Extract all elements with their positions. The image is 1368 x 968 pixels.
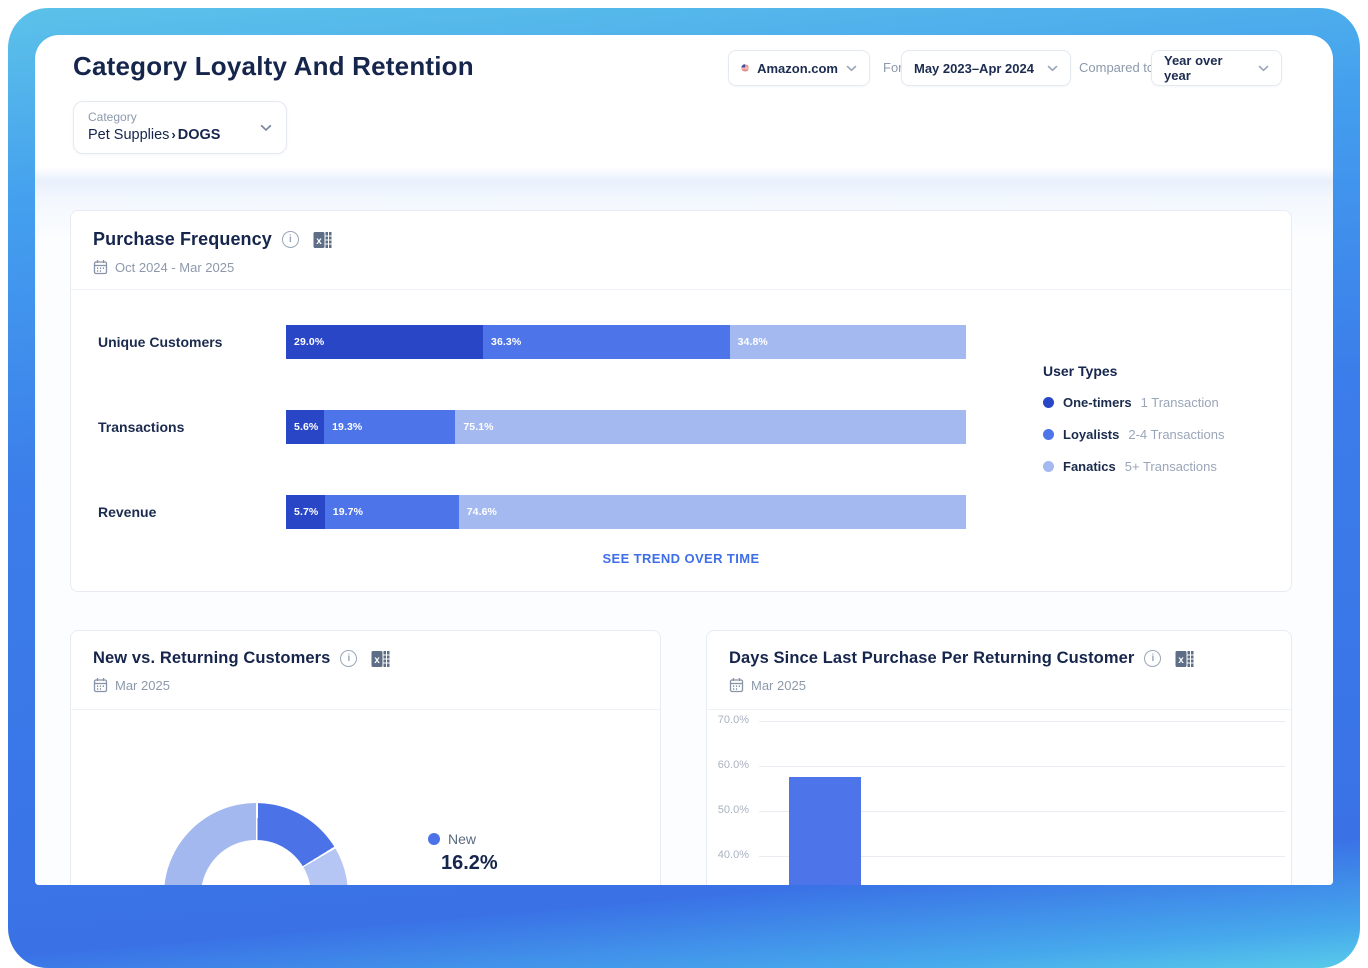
chevron-right-separator: › <box>171 127 176 142</box>
card-date-range: Oct 2024 - Mar 2025 <box>115 259 235 275</box>
excel-export-icon[interactable]: x <box>1175 650 1194 668</box>
gridline <box>759 811 1285 812</box>
card-header: New vs. Returning Customers i x <box>71 631 660 709</box>
card-header: Purchase Frequency i x <box>71 211 1291 289</box>
site-selector-value: Amazon.com <box>757 60 838 76</box>
chevron-down-icon <box>1258 65 1269 71</box>
card-header: Days Since Last Purchase Per Returning C… <box>707 631 1291 709</box>
user-types-legend: User Types One-timers 1 Transaction Loyal… <box>1043 363 1293 489</box>
compared-to-label: Compared to <box>1079 60 1155 75</box>
bar-segment: 5.6% <box>286 410 325 444</box>
calendar-icon <box>729 678 744 693</box>
excel-export-icon[interactable]: x <box>313 231 332 249</box>
chart-row-label: Unique Customers <box>98 334 223 350</box>
us-flag-icon <box>741 64 750 72</box>
legend-dot <box>1043 461 1054 472</box>
bar-segment: 29.0% <box>286 325 483 359</box>
category-selector[interactable]: Category Pet Supplies › DOGS <box>73 101 287 154</box>
bar-segment: 74.6% <box>458 495 966 529</box>
y-axis-tick-label: 70.0% <box>717 714 749 726</box>
y-axis-tick-label: 60.0% <box>717 759 749 771</box>
chart-row: Transactions 5.6% 19.3% 75.1% <box>71 410 1291 444</box>
svg-text:x: x <box>375 655 381 666</box>
chevron-down-icon <box>1047 65 1058 71</box>
page-title: Category Loyalty And Retention <box>73 51 474 81</box>
y-axis-tick-label: 40.0% <box>717 849 749 861</box>
svg-text:x: x <box>316 236 322 247</box>
purchase-frequency-card: Purchase Frequency i x <box>70 210 1292 592</box>
donut-legend: New 16.2% <box>428 831 498 875</box>
chevron-down-icon <box>260 124 272 132</box>
chart-row-label: Transactions <box>98 419 185 435</box>
see-trend-over-time-link[interactable]: SEE TREND OVER TIME <box>602 551 760 566</box>
app-window: Category Loyalty And Retention Amazon.co… <box>35 35 1333 885</box>
y-axis-tick-label: 50.0% <box>717 804 749 816</box>
comparison-selector-value: Year over year <box>1164 53 1223 83</box>
card-title: Days Since Last Purchase Per Returning C… <box>729 649 1135 667</box>
comparison-selector[interactable]: Year over year <box>1151 50 1282 86</box>
legend-dot <box>428 833 440 845</box>
legend-label: New <box>448 831 477 847</box>
bar-segment: 75.1% <box>455 410 966 444</box>
divider <box>707 709 1291 710</box>
legend-title: User Types <box>1043 363 1118 379</box>
chevron-down-icon <box>846 65 857 71</box>
info-icon[interactable]: i <box>281 231 299 248</box>
bar-segment: 19.3% <box>324 410 456 444</box>
period-selector-value: May 2023–Apr 2024 <box>914 60 1034 76</box>
divider <box>71 289 1291 290</box>
svg-text:x: x <box>1179 655 1185 666</box>
site-selector[interactable]: Amazon.com <box>728 50 870 86</box>
legend-item: Loyalists 2-4 Transactions <box>1043 425 1293 444</box>
divider <box>71 709 660 710</box>
calendar-icon <box>93 260 108 275</box>
new-vs-returning-card: New vs. Returning Customers i x <box>70 630 661 885</box>
card-title: Purchase Frequency <box>93 229 272 249</box>
calendar-icon <box>93 678 108 693</box>
bar-segment: 36.3% <box>483 325 730 359</box>
category-label: Category <box>88 110 137 124</box>
bar-segment: 34.8% <box>729 325 966 359</box>
legend-item: Fanatics 5+ Transactions <box>1043 457 1293 476</box>
gridline <box>759 766 1285 767</box>
info-icon[interactable]: i <box>1144 650 1162 667</box>
card-date: Mar 2025 <box>751 677 806 693</box>
legend-dot <box>1043 429 1054 440</box>
category-value: Pet Supplies › DOGS <box>88 127 221 143</box>
for-label: For <box>883 60 903 75</box>
info-icon[interactable]: i <box>340 650 358 667</box>
excel-export-icon[interactable]: x <box>371 650 390 668</box>
legend-item: One-timers 1 Transaction <box>1043 393 1293 412</box>
legend-dot <box>1043 397 1054 408</box>
period-selector[interactable]: May 2023–Apr 2024 <box>901 50 1071 86</box>
bar-segment: 19.7% <box>324 495 459 529</box>
days-since-last-purchase-card: Days Since Last Purchase Per Returning C… <box>706 630 1292 885</box>
chart-row: Unique Customers 29.0% 36.3% 34.8% <box>71 325 1291 359</box>
bar <box>789 777 861 885</box>
gridline <box>759 721 1285 722</box>
chart-row-label: Revenue <box>98 504 157 520</box>
card-date: Mar 2025 <box>115 677 170 693</box>
chart-row: Revenue 5.7% 19.7% 74.6% <box>71 495 1291 529</box>
bar-segment: 5.7% <box>286 495 325 529</box>
legend-value: 16.2% <box>441 852 498 874</box>
card-title: New vs. Returning Customers <box>93 649 331 667</box>
gridline <box>759 856 1285 857</box>
